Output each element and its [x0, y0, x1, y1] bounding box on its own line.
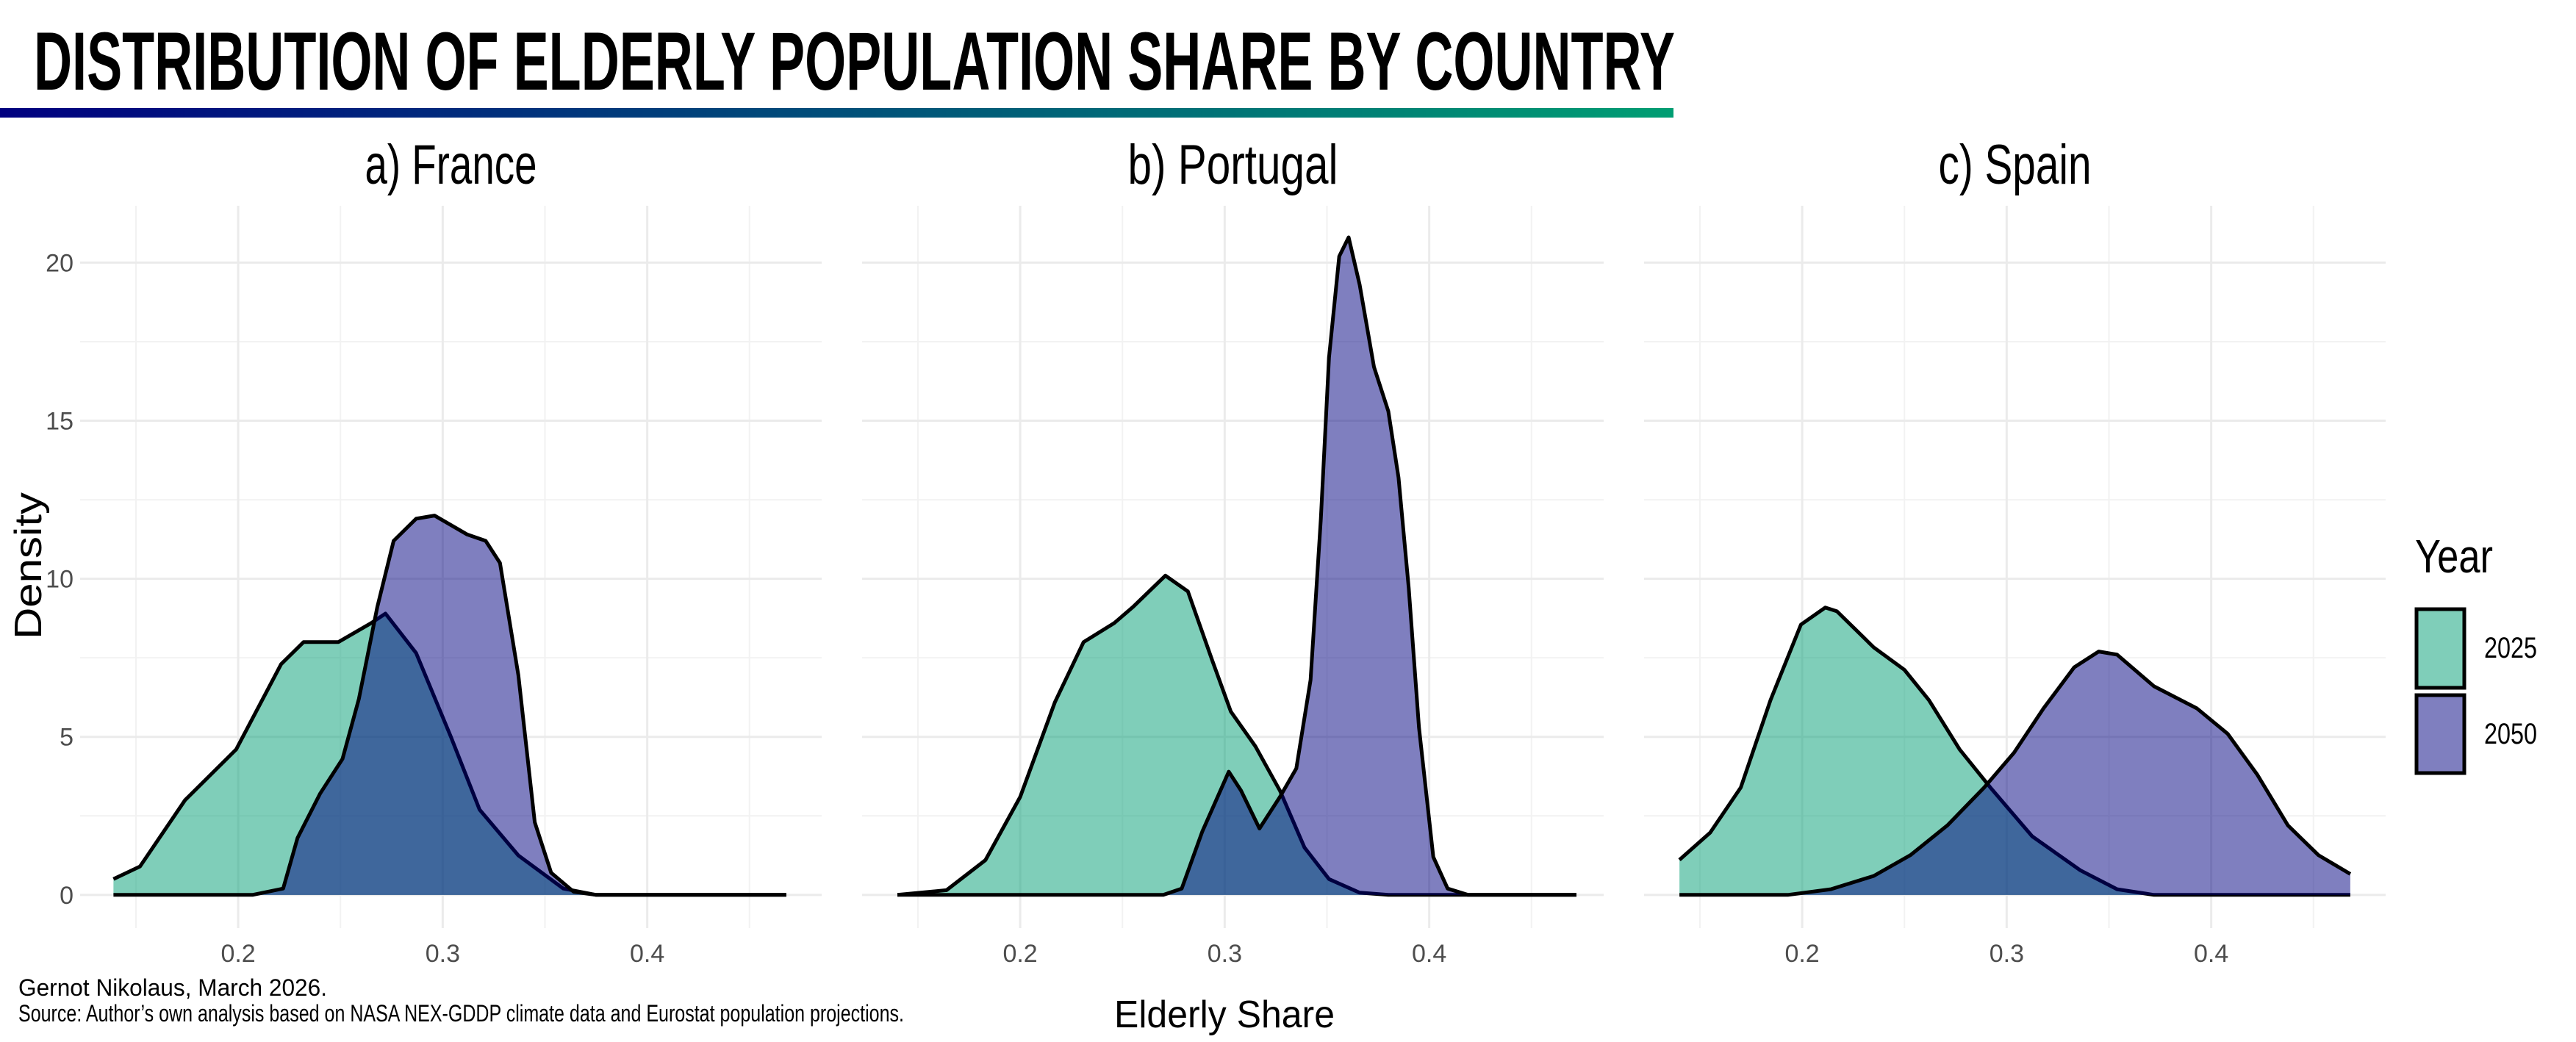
legend-key-2050 — [2414, 693, 2466, 775]
x-tick-label: 0.3 — [426, 940, 460, 968]
panel-0: a) France 0.2 0.3 0.4 0 5 10 15 20 — [46, 134, 822, 968]
y-tick-label: 5 — [60, 724, 73, 752]
panel-title: c) Spain — [1939, 134, 2092, 196]
y-tick-label: 0 — [60, 882, 73, 910]
x-tick-label: 0.2 — [220, 940, 255, 968]
x-tick-label: 0.2 — [1002, 940, 1037, 968]
caption-source: Source: Author’s own analysis based on N… — [18, 1000, 904, 1027]
y-axis-label: Density — [7, 492, 50, 639]
x-tick-label: 0.2 — [1784, 940, 1819, 968]
panel-title: b) Portugal — [1128, 134, 1338, 196]
chart-title: DISTRIBUTION OF ELDERLY POPULATION SHARE… — [34, 15, 1675, 107]
density-area-2050 — [113, 515, 786, 895]
x-tick-label: 0.4 — [630, 940, 664, 968]
density-area-2025 — [897, 575, 1576, 895]
density-area-2050 — [1679, 651, 2350, 895]
x-axis-label: Elderly Share — [1114, 994, 1335, 1036]
y-tick-label: 15 — [46, 408, 73, 436]
legend-label-2025: 2025 — [2484, 632, 2537, 664]
panel-title: a) France — [365, 134, 537, 196]
x-tick-label: 0.3 — [1990, 940, 2024, 968]
x-tick-label: 0.3 — [1208, 940, 1242, 968]
facet-panels: a) France 0.2 0.3 0.4 0 5 10 15 20 b) Portugal 0.2… — [46, 134, 2386, 968]
panel-2: c) Spain 0.2 0.3 0.4 — [1644, 134, 2386, 968]
legend-title: Year — [2415, 530, 2493, 583]
panel-1: b) Portugal 0.2 0.3 0.4 — [862, 134, 1604, 968]
legend-key-2025 — [2414, 607, 2466, 690]
density-area-2050 — [897, 237, 1576, 895]
density-area-2025 — [1679, 607, 2350, 895]
caption-author: Gernot Nikolaus, March 2026. — [18, 974, 327, 1001]
legend: Year 2025 2050 — [2414, 530, 2537, 775]
title-underline-bar — [0, 108, 1673, 118]
density-line-2050 — [897, 235, 1576, 897]
density-line-2050 — [113, 514, 786, 897]
y-tick-label: 10 — [46, 566, 73, 594]
density-line-2050 — [1679, 650, 2352, 897]
x-tick-label: 0.4 — [1412, 940, 1446, 968]
legend-label-2050: 2050 — [2484, 718, 2537, 750]
y-tick-label: 20 — [46, 249, 73, 277]
x-tick-label: 0.4 — [2194, 940, 2228, 968]
